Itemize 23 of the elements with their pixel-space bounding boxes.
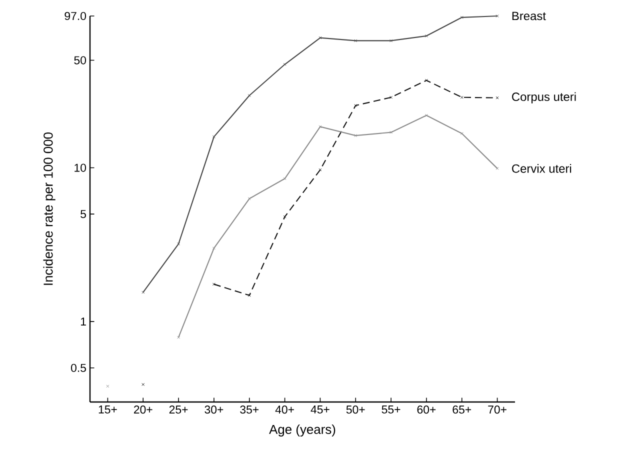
x-tick-label: 15+	[98, 406, 117, 414]
series-label: Corpus uteri	[512, 92, 576, 104]
x-tick-label: 40+	[275, 406, 294, 414]
x-tick-label: 25+	[169, 406, 188, 414]
x-tick-label: 30+	[204, 406, 224, 414]
series-label: Cervix uteri	[512, 164, 572, 173]
y-tick-label: 1	[80, 318, 86, 326]
x-axis-title: Age (years)	[269, 424, 336, 437]
x-tick-label: 45+	[310, 406, 330, 414]
x-tick-label: 70+	[488, 406, 506, 414]
y-tick-label: 10	[74, 164, 86, 172]
x-tick-label: 60+	[417, 406, 436, 414]
y-tick-label: 97.0	[64, 12, 86, 20]
y-tick-label: 50	[74, 56, 86, 64]
x-tick-label: 50+	[346, 406, 365, 414]
y-tick-label: 5	[80, 210, 86, 218]
y-axis-title: Incidence rate per 100 000	[43, 132, 56, 285]
x-tick-label: 65+	[452, 406, 472, 414]
x-tick-label: 20+	[134, 406, 152, 414]
series-label: Breast	[512, 12, 546, 20]
x-tick-label: 35+	[240, 406, 259, 414]
x-tick-label: 55+	[382, 406, 400, 414]
y-tick-label: 0.5	[71, 364, 86, 372]
